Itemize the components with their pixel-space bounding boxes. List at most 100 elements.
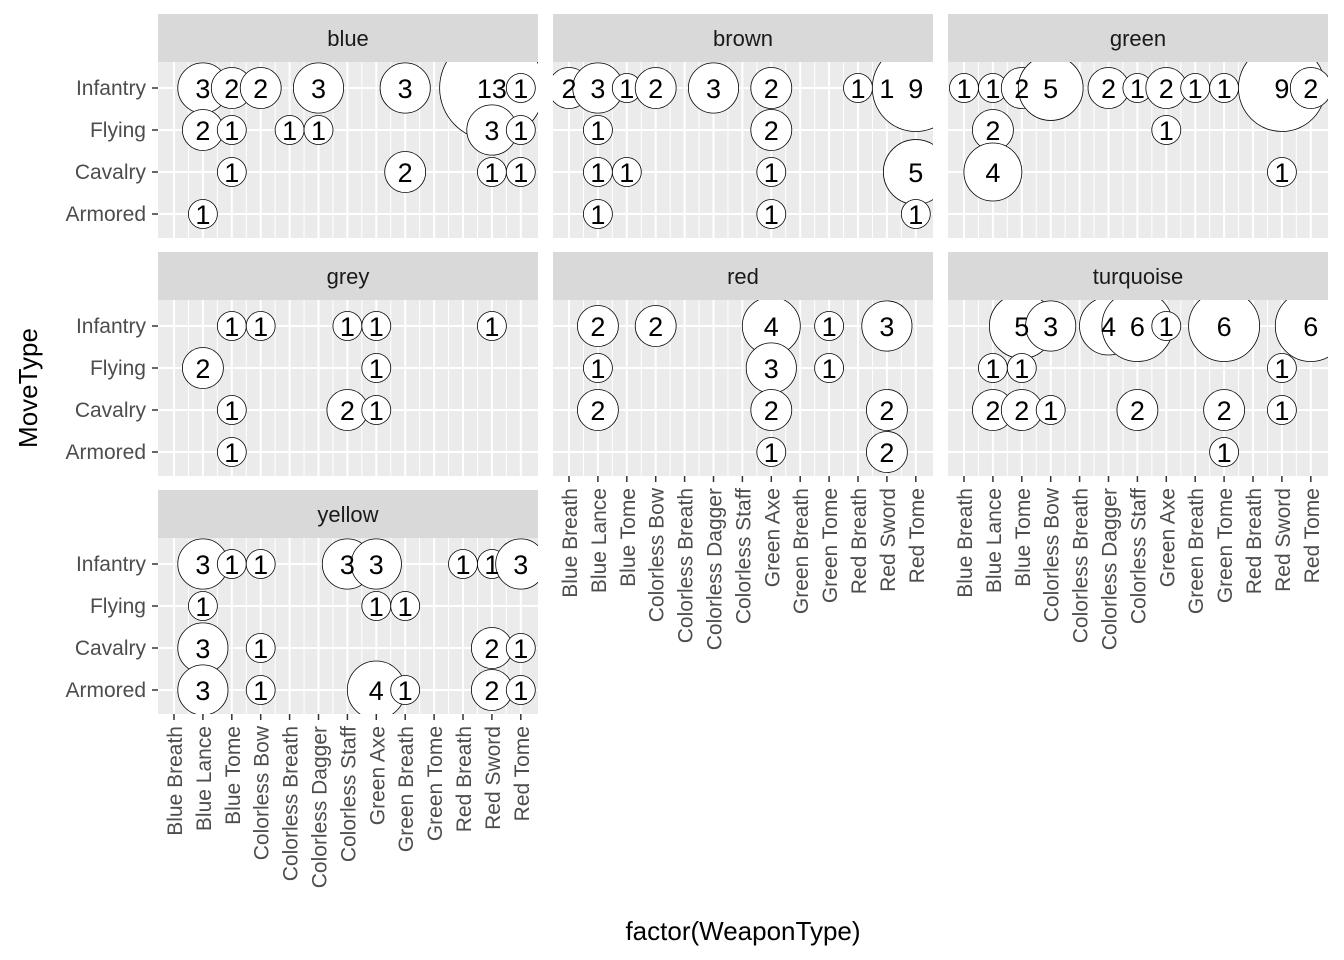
bubble (750, 109, 793, 151)
bubble-label: 1 (484, 312, 499, 342)
y-tick-label: Infantry (76, 77, 147, 100)
panel-plot-area: 3 1 1 3 3 1 1 31 1 13 1 2 13 1 4 1 2 1 (158, 538, 538, 714)
bubble (583, 353, 613, 383)
bubble-label: 2 (484, 634, 499, 664)
bubble-label: 1 (253, 550, 268, 580)
bubble-label: 1 (590, 354, 605, 384)
bubble-label: 3 (195, 550, 210, 580)
bubble-label: 4 (985, 158, 1000, 188)
y-tick-label: Flying (90, 595, 146, 618)
bubble-label: 9 (908, 74, 923, 104)
x-tick-label: Green Axe (366, 726, 389, 825)
bubble-label: 6 (1130, 312, 1145, 342)
bubble-label: 3 (195, 676, 210, 706)
bubble (495, 538, 538, 590)
x-tick-label: Colorless Breath (280, 726, 303, 881)
bubble-label: 1 (369, 396, 384, 426)
y-tick-label: Armored (65, 203, 146, 226)
x-tick-label: Green Breath (1185, 488, 1208, 614)
bubble (216, 115, 247, 145)
bubble-label: 1 (513, 676, 528, 706)
bubble-label: 1 (956, 74, 971, 104)
bubble-label: 2 (398, 158, 413, 188)
bubble-label: 1 (764, 438, 779, 468)
bubble (292, 62, 345, 114)
bubble-label: 1 (224, 158, 239, 188)
bubble (216, 157, 247, 187)
x-tick-label: Colorless Bow (646, 487, 669, 622)
bubble-label: 1 (513, 74, 528, 104)
bubble-label: 1 (1130, 74, 1145, 104)
bubble-label: 9 (1274, 74, 1289, 104)
bubble (1267, 157, 1297, 187)
bubble (871, 62, 933, 132)
bubble (814, 311, 844, 341)
bubble-label: 1 (1014, 354, 1029, 384)
bubble (750, 389, 793, 431)
y-tick-label: Infantry (76, 553, 147, 576)
bubble-label: 2 (253, 74, 268, 104)
bubble (505, 157, 536, 187)
bubble-label: 5 (908, 158, 923, 188)
facet-strip (158, 252, 538, 300)
bubble-label: 2 (590, 312, 605, 342)
bubble-label: 2 (648, 312, 663, 342)
x-tick-label: Blue Breath (164, 726, 187, 836)
bubble (216, 437, 247, 467)
x-tick-label: Blue Tome (617, 488, 640, 587)
bubble (611, 157, 642, 187)
x-tick-label: Blue Lance (193, 726, 216, 831)
bubble (1151, 115, 1182, 145)
bubble-label: 2 (764, 396, 779, 426)
facet-strip-label: grey (327, 264, 370, 289)
facet-strip-label: blue (327, 26, 369, 51)
bubble-label: 1 (1159, 312, 1174, 342)
bubble (1267, 353, 1297, 383)
facet-strip-label: turquoise (1093, 264, 1184, 289)
x-tick-label: Blue Breath (954, 488, 977, 598)
bubble-label: 1 (619, 74, 634, 104)
bubble-label: 5 (1043, 74, 1058, 104)
bubble-label: 1 (369, 312, 384, 342)
bubble (1035, 395, 1066, 425)
bubble (181, 347, 224, 389)
bubble (1116, 389, 1159, 431)
bubble (576, 305, 619, 347)
x-tick-label: Red Tome (1301, 488, 1324, 583)
bubble-label: 1 (224, 550, 239, 580)
x-tick-label: Red Tome (511, 726, 534, 821)
bubble (687, 62, 740, 114)
bubble (505, 633, 536, 663)
x-tick-label: Green Axe (761, 488, 784, 587)
bubble-label: 2 (484, 676, 499, 706)
y-tick-label: Cavalry (75, 161, 147, 184)
facet-strip (553, 252, 933, 300)
bubble (900, 199, 931, 229)
bubble (1017, 62, 1084, 121)
bubble-label: 2 (224, 74, 239, 104)
x-tick-label: Green Tome (424, 726, 447, 841)
bubble-label: 1 (908, 200, 923, 230)
x-tick-label: Red Tome (906, 488, 929, 583)
bubble-label: 1 (985, 74, 1000, 104)
bubble-label: 1 (1188, 74, 1203, 104)
panel-plot-area: 3 2 2 3 3 13 12 1 1 1 3 11 2 1 11 (158, 62, 538, 238)
facet-strip (553, 14, 933, 62)
y-tick-label: Cavalry (75, 637, 147, 660)
bubble-label: 3 (706, 74, 721, 104)
bubble-label: 3 (369, 550, 384, 580)
bubble-label: 2 (1101, 74, 1116, 104)
bubble-label: 2 (195, 116, 210, 146)
facet-strip (948, 252, 1328, 300)
bubble-label: 1 (484, 158, 499, 188)
bubble-label: 1 (195, 200, 210, 230)
bubble-label: 6 (1217, 312, 1232, 342)
x-tick-label: Colorless Staff (1127, 488, 1150, 624)
bubble-label: 1 (1159, 116, 1174, 146)
bubble-label: 2 (590, 396, 605, 426)
panel-plot-area: 2 3 1 2 3 2 1 1 91 21 1 1 51 1 1 (553, 62, 933, 238)
x-tick-label: Red Sword (1272, 488, 1295, 592)
facet-strip-label: brown (713, 26, 773, 51)
bubble-label: 1 (513, 158, 528, 188)
